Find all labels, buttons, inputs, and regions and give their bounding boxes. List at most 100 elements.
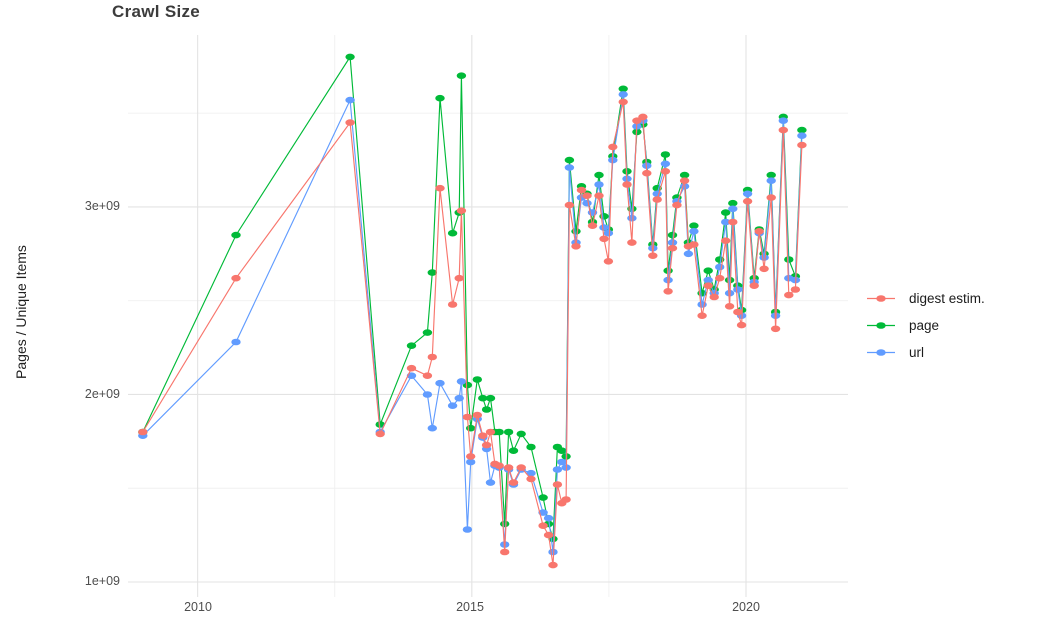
data-point-digest-estim xyxy=(422,372,433,380)
data-point-digest-estim xyxy=(594,192,604,199)
data-point-digest-estim xyxy=(736,321,747,329)
data-point-digest-estim xyxy=(375,430,385,438)
y-axis-title: Pages / Unique Items xyxy=(13,245,29,379)
data-point-url xyxy=(447,402,458,410)
data-point-page xyxy=(679,171,690,179)
data-point-page xyxy=(797,126,807,134)
data-point-digest-estim xyxy=(561,496,571,503)
legend-label-url: url xyxy=(909,345,925,360)
data-point-page xyxy=(478,394,488,402)
data-point-digest-estim xyxy=(435,184,445,192)
data-point-digest-estim xyxy=(472,411,482,419)
data-point-digest-estim xyxy=(715,274,725,282)
data-point-url xyxy=(485,479,496,486)
data-point-page xyxy=(689,222,699,229)
data-point-page xyxy=(564,156,575,164)
data-point-digest-estim xyxy=(660,168,671,175)
data-point-url xyxy=(715,263,725,271)
data-point-url xyxy=(660,160,671,168)
data-point-url xyxy=(564,164,575,171)
data-point-digest-estim xyxy=(599,235,609,243)
data-point-digest-estim xyxy=(576,186,587,194)
data-point-page xyxy=(481,406,492,413)
data-point-url xyxy=(526,469,536,477)
data-point-url xyxy=(652,190,662,198)
data-point-digest-estim xyxy=(709,293,719,301)
data-point-page xyxy=(660,151,671,158)
x-tick-label-2020: 2020 xyxy=(732,600,760,614)
data-point-page xyxy=(231,231,241,239)
data-point-url xyxy=(766,177,776,184)
data-point-digest-estim xyxy=(456,207,467,214)
data-point-page xyxy=(500,520,510,528)
data-point-digest-estim xyxy=(703,282,713,290)
data-point-digest-estim xyxy=(462,413,473,421)
legend-label-page: page xyxy=(909,318,940,333)
data-point-url xyxy=(627,214,637,222)
data-point-url xyxy=(454,394,464,402)
data-point-digest-estim xyxy=(663,288,673,295)
data-point-digest-estim xyxy=(622,181,632,188)
data-point-url xyxy=(456,378,467,385)
data-point-page xyxy=(784,256,794,263)
data-point-page xyxy=(494,428,504,436)
data-point-page xyxy=(703,267,713,275)
data-point-url xyxy=(231,338,241,346)
legend-item-url: url xyxy=(866,339,985,366)
data-point-digest-estim xyxy=(500,548,510,556)
y-tick-label-2e09: 2e+09 xyxy=(84,387,120,401)
data-point-digest-estim xyxy=(526,475,536,483)
data-point-digest-estim xyxy=(724,303,735,310)
legend-item-digest-estim: digest estim. xyxy=(866,285,985,312)
data-point-digest-estim xyxy=(754,228,764,235)
data-point-digest-estim xyxy=(790,286,801,293)
data-point-page xyxy=(728,199,738,207)
data-point-page xyxy=(618,85,628,93)
data-point-url xyxy=(778,117,788,124)
data-point-digest-estim xyxy=(638,113,648,121)
data-point-url xyxy=(703,276,713,284)
legend-key-page-icon xyxy=(867,322,895,329)
data-point-digest-estim xyxy=(138,428,148,436)
data-point-url xyxy=(797,132,807,139)
data-point-page xyxy=(503,428,514,436)
data-point-digest-estim xyxy=(231,274,241,282)
data-point-digest-estim xyxy=(652,196,662,203)
x-tick-label-2015: 2015 xyxy=(456,600,484,614)
data-point-digest-estim xyxy=(485,428,496,436)
data-point-url xyxy=(742,190,753,198)
data-point-digest-estim xyxy=(642,169,652,177)
data-point-page xyxy=(422,329,433,336)
data-point-digest-estim xyxy=(749,282,759,290)
data-point-digest-estim xyxy=(667,244,678,252)
data-point-url xyxy=(603,229,614,237)
data-point-digest-estim xyxy=(406,364,417,372)
data-point-digest-estim xyxy=(672,201,682,209)
data-point-digest-estim xyxy=(784,291,794,299)
data-point-url xyxy=(538,509,548,516)
data-point-digest-estim xyxy=(648,252,658,259)
data-point-digest-estim xyxy=(466,453,476,460)
data-point-page xyxy=(485,394,496,402)
data-point-digest-estim xyxy=(627,239,637,246)
legend: digest estim. page url xyxy=(866,285,985,366)
data-point-digest-estim xyxy=(733,308,743,316)
data-point-digest-estim xyxy=(481,441,492,449)
legend-item-page: page xyxy=(866,312,985,339)
data-point-url xyxy=(466,458,476,466)
data-point-digest-estim xyxy=(759,265,769,273)
data-point-digest-estim xyxy=(742,198,753,205)
data-point-digest-estim xyxy=(679,177,690,184)
data-point-url xyxy=(582,199,592,207)
data-point-url xyxy=(548,548,558,556)
chart-title: Crawl Size xyxy=(112,2,201,21)
data-point-digest-estim xyxy=(543,531,554,539)
gridlines-minor xyxy=(128,35,848,597)
data-point-page xyxy=(516,430,526,438)
data-point-url xyxy=(552,466,563,473)
data-point-page xyxy=(447,229,458,237)
data-point-digest-estim xyxy=(538,522,548,529)
data-point-page xyxy=(557,447,567,455)
data-point-url xyxy=(721,218,731,226)
data-point-digest-estim xyxy=(797,141,807,149)
